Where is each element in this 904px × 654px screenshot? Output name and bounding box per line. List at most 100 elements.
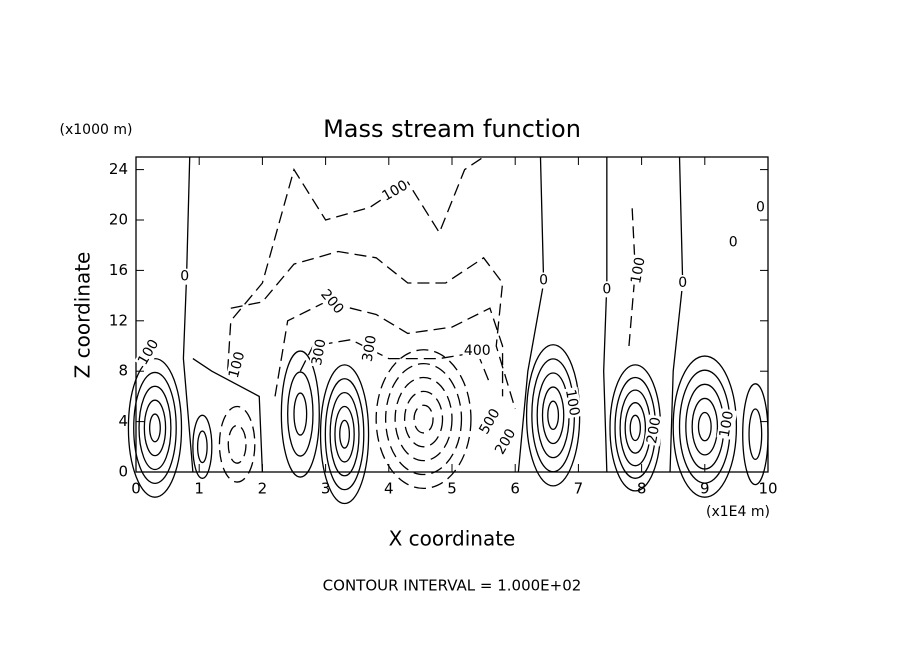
contour-label: 100: [562, 388, 582, 417]
x-unit: (x1E4 m): [706, 504, 770, 520]
contour-label-bg: [225, 348, 249, 382]
contour-label-bg: [491, 424, 521, 459]
contour-label-bg: [462, 343, 493, 360]
contour-line: [149, 413, 161, 443]
contour-label: 300: [309, 338, 329, 367]
contour-label-bg: [600, 281, 614, 298]
contour-label-bg: [537, 272, 550, 289]
contour-line: [230, 250, 516, 410]
contour-line: [227, 424, 247, 464]
chart-title: Mass stream function: [323, 115, 581, 143]
contour-label-bg: [134, 335, 163, 370]
contour-label-bg: [643, 414, 665, 447]
contour-line: [324, 378, 365, 491]
contour-lines: [127, 156, 769, 505]
contour-line: [384, 362, 463, 476]
x-tick-label: 5: [447, 480, 457, 498]
contour-label: 100: [628, 256, 648, 285]
contour-line: [280, 350, 320, 478]
contour-label-bg: [475, 404, 505, 439]
contour-line: [403, 390, 444, 448]
contour-line: [196, 430, 208, 464]
contour-label: 100: [226, 350, 248, 380]
y-tick-label: 20: [109, 211, 128, 229]
contour-label: 0: [756, 199, 765, 215]
contour-label: 400: [464, 343, 491, 359]
contour-label: 0: [180, 269, 189, 285]
contour-label: 0: [602, 281, 611, 297]
contour-label-bg: [316, 285, 348, 319]
contour-line: [691, 397, 719, 456]
contour-line: [339, 419, 351, 449]
contour-line: [218, 405, 256, 483]
y-unit: (x1000 m): [60, 122, 133, 138]
contour-label-bg: [726, 234, 740, 251]
contour-line: [748, 408, 763, 461]
contour-label: 0: [729, 235, 738, 251]
y-tick-label: 12: [109, 311, 128, 329]
x-tick-label: 8: [637, 480, 647, 498]
x-tick-label: 0: [131, 480, 141, 498]
contour-line: [603, 157, 608, 473]
contour-label-bg: [561, 386, 583, 419]
contour-line: [287, 371, 314, 457]
contour-line: [669, 156, 684, 473]
contour-line: [293, 392, 308, 436]
contour-label-bg: [716, 408, 738, 441]
contour-line: [547, 400, 560, 431]
contour-label-bg: [628, 254, 649, 287]
contour-line: [274, 301, 504, 397]
x-tick-label: 2: [258, 480, 268, 498]
contour-line: [629, 414, 641, 442]
contour-line: [127, 357, 183, 498]
contour-line: [541, 386, 565, 445]
contour-line: [375, 349, 472, 490]
contour-line: [192, 414, 213, 479]
y-tick-label: 16: [109, 261, 128, 279]
contour-label: 100: [717, 410, 737, 439]
contour-line: [329, 391, 360, 477]
contour-label: 300: [360, 334, 380, 363]
contour-line: [742, 383, 769, 486]
contour-line: [697, 411, 712, 442]
contour-label: 200: [317, 287, 346, 318]
contour-line: [143, 399, 167, 457]
y-axis-label: Z coordinate: [71, 252, 95, 379]
y-tick-label: 4: [118, 412, 128, 430]
contour-line: [672, 355, 738, 498]
contour-line: [624, 402, 647, 454]
contour-label: 0: [678, 275, 687, 291]
contour-label-bg: [676, 275, 689, 291]
y-tick-label: 0: [118, 463, 128, 481]
contour-line: [182, 156, 194, 473]
contour-line: [226, 156, 484, 372]
contour-label-bg: [378, 176, 412, 206]
contour-line: [394, 376, 453, 462]
x-tick-label: 10: [758, 480, 777, 498]
contour-label-bg: [754, 199, 767, 216]
contour-line: [334, 405, 355, 463]
x-tick-label: 3: [321, 480, 331, 498]
contour-label-bg: [178, 268, 191, 285]
contour-line: [133, 371, 177, 484]
x-tick-label: 1: [194, 480, 204, 498]
x-tick-label: 7: [574, 480, 584, 498]
contour-line: [192, 358, 264, 473]
contour-line: [138, 385, 172, 471]
contour-line: [517, 156, 545, 473]
x-tick-label: 4: [384, 480, 394, 498]
contour-line: [319, 364, 370, 505]
contour-label: 200: [644, 416, 664, 445]
contour-label-bg: [359, 332, 381, 365]
x-axis-label: X coordinate: [389, 527, 516, 551]
contour-line: [413, 404, 434, 434]
y-tick-label: 8: [118, 362, 128, 380]
contour-label: 0: [539, 272, 548, 288]
footnote: CONTOUR INTERVAL = 1.000E+02: [323, 577, 582, 595]
y-tick-label: 24: [109, 160, 128, 178]
x-tick-label: 6: [510, 480, 520, 498]
x-tick-label: 9: [700, 480, 710, 498]
contour-label-bg: [308, 336, 330, 369]
